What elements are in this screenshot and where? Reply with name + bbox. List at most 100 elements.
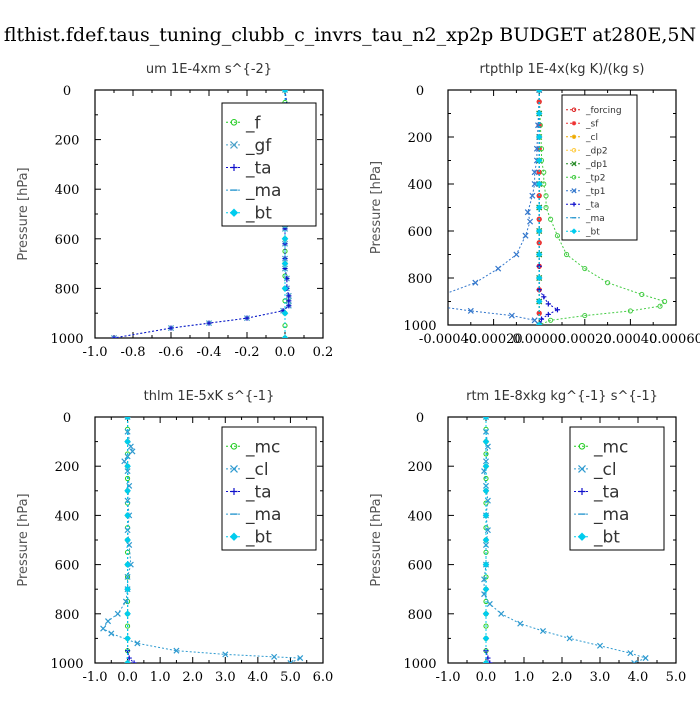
data-point <box>483 623 489 629</box>
legend-label: _ma <box>245 181 281 201</box>
data-point <box>535 251 543 258</box>
data-point <box>543 204 549 211</box>
plot-1: um 1E-4xm s^{-2} Pressure [hPa] -1.0 -0.8 -0… <box>16 62 333 360</box>
legend-label: _ma <box>593 505 629 525</box>
y-tick-label: 800 <box>408 608 433 623</box>
data-point <box>427 299 432 304</box>
data-point <box>129 448 136 455</box>
data-point <box>524 209 531 216</box>
data-point <box>571 107 577 113</box>
data-point <box>441 292 446 297</box>
legend-label: _bt <box>585 227 600 237</box>
data-point <box>111 335 117 338</box>
data-point <box>582 313 588 319</box>
data-point <box>487 660 493 663</box>
data-point <box>508 312 515 319</box>
data-point <box>538 146 545 152</box>
data-point <box>110 334 118 338</box>
legend-label: _mc <box>245 437 280 457</box>
data-point <box>483 451 489 457</box>
data-point <box>481 591 488 598</box>
data-point <box>482 610 490 618</box>
data-point <box>571 202 577 207</box>
data-point <box>571 121 577 126</box>
data-point <box>281 260 289 267</box>
data-point <box>124 623 131 629</box>
data-point <box>563 251 570 258</box>
data-point <box>486 600 493 607</box>
y-tick-label: 600 <box>55 233 80 248</box>
y-tick-label: 600 <box>408 225 433 240</box>
y-tick-label: 400 <box>408 178 433 193</box>
data-point <box>535 321 543 325</box>
data-point <box>482 561 490 568</box>
x-tick-label: 0.00000 <box>512 332 566 347</box>
legend-label: _ma <box>585 214 605 224</box>
data-point <box>535 110 543 117</box>
data-point <box>578 464 586 473</box>
data-point <box>627 650 634 657</box>
legend-label: _cl <box>245 460 269 480</box>
data-point <box>482 512 490 519</box>
data-point <box>571 147 577 153</box>
data-point <box>543 193 549 199</box>
data-point <box>124 468 131 475</box>
y-tick-label: 400 <box>55 183 80 198</box>
x-tick-label: -1.0 <box>82 345 107 360</box>
series-line-tp1 <box>448 90 540 325</box>
data-point <box>124 635 131 642</box>
x-tick-label: -0.4 <box>196 345 221 360</box>
legend-label: _sf <box>585 119 599 129</box>
data-point <box>498 610 505 617</box>
data-point <box>124 417 131 421</box>
data-point <box>467 307 474 314</box>
x-tick-label: 5.0 <box>666 670 687 685</box>
data-point <box>535 204 543 211</box>
legend-box <box>569 426 665 551</box>
y-tick-label: 800 <box>408 272 433 287</box>
data-point <box>124 462 131 470</box>
data-point <box>577 532 587 541</box>
data-point <box>281 285 289 292</box>
y-tick-label: 200 <box>55 460 80 475</box>
data-point <box>131 660 137 663</box>
data-point <box>484 443 491 450</box>
data-point <box>535 274 543 282</box>
plot-title: rtm 1E-8xkg kg^{-1} s^{-1} <box>466 389 658 404</box>
data-point <box>124 438 131 445</box>
data-point <box>124 561 131 568</box>
data-point <box>230 443 238 450</box>
x-tick-label: 0.00040 <box>604 332 658 347</box>
legend-box <box>221 426 317 551</box>
data-point <box>230 119 238 126</box>
x-tick-label: 1.0 <box>150 670 171 685</box>
legend-label: _dp1 <box>585 160 608 170</box>
y-tick-label: 800 <box>55 282 80 297</box>
plot-title: um 1E-4xm s^{-2} <box>146 62 272 77</box>
legend-label: _ta <box>245 482 272 502</box>
data-point <box>105 618 112 625</box>
legend-label: _ta <box>593 482 620 502</box>
y-tick-label: 1000 <box>50 332 83 347</box>
data-point <box>287 659 294 663</box>
data-point <box>566 635 573 642</box>
data-point <box>482 585 490 593</box>
data-point <box>124 417 131 421</box>
data-point <box>536 310 542 316</box>
data-point <box>522 232 529 239</box>
data-point <box>536 169 542 175</box>
data-point <box>531 169 538 176</box>
y-tick-label: 1000 <box>50 657 83 672</box>
y-tick-label: 200 <box>55 134 80 149</box>
y-axis-label: Pressure [hPa] <box>16 167 31 260</box>
legend-label: _gf <box>245 136 272 156</box>
x-tick-label: -0.2 <box>234 345 259 360</box>
data-point <box>545 301 551 307</box>
data-point <box>230 140 238 149</box>
x-tick-label: -0.00040 <box>419 332 477 347</box>
data-point <box>548 317 554 323</box>
x-tick-label: 0.2 <box>313 345 334 360</box>
data-point <box>541 169 547 175</box>
x-tick-label: 4.0 <box>628 670 649 685</box>
data-point <box>531 180 538 188</box>
